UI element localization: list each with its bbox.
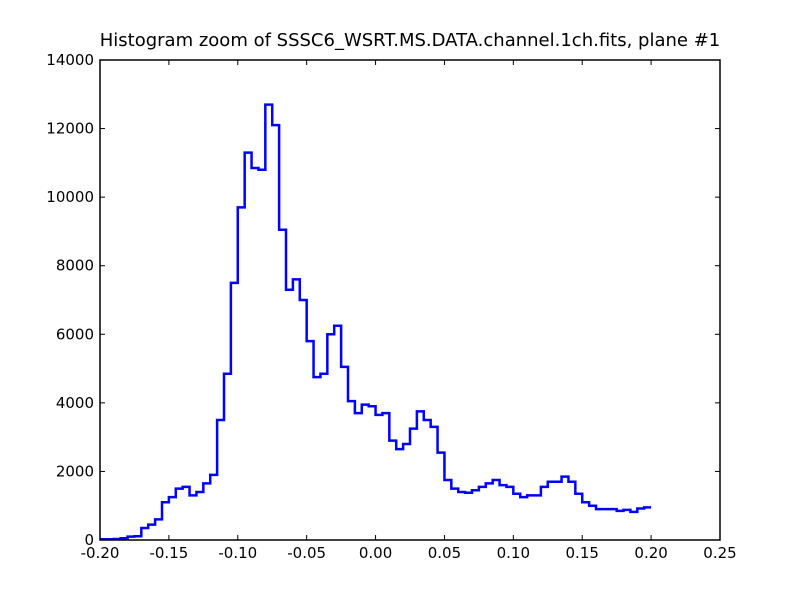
x-tick-label: 0.20 — [634, 544, 667, 562]
x-tick-label: 0.10 — [497, 544, 530, 562]
histogram-step-line — [100, 103, 652, 541]
y-tick-label: 8000 — [56, 257, 94, 275]
series-group — [100, 103, 652, 541]
y-tick-label: 0 — [84, 531, 94, 549]
axis-ticks: -0.20 -0.15 -0.10 -0.05 0.00 0.05 0.10 0.15 0.20… — [46, 51, 736, 562]
x-tick-label: 0.25 — [703, 544, 736, 562]
x-tick-label: -0.10 — [218, 544, 257, 562]
y-tick-label: 14000 — [46, 51, 94, 69]
plot-frame — [99, 59, 721, 541]
x-tick-label: -0.20 — [81, 544, 120, 562]
x-tick-label: 0.15 — [566, 544, 599, 562]
y-tick-label: 4000 — [56, 394, 94, 412]
y-tick-label: 2000 — [56, 462, 94, 480]
y-tick-label: 6000 — [56, 325, 94, 343]
x-tick-label: -0.05 — [287, 544, 326, 562]
x-tick-label: -0.15 — [149, 544, 188, 562]
x-tick-label: 0.00 — [359, 544, 392, 562]
x-tick-label: 0.05 — [428, 544, 461, 562]
plot-area — [100, 60, 720, 540]
y-tick-label: 10000 — [46, 188, 94, 206]
chart-title: Histogram zoom of SSSC6_WSRT.MS.DATA.cha… — [100, 30, 721, 51]
y-tick-label: 12000 — [46, 120, 94, 138]
